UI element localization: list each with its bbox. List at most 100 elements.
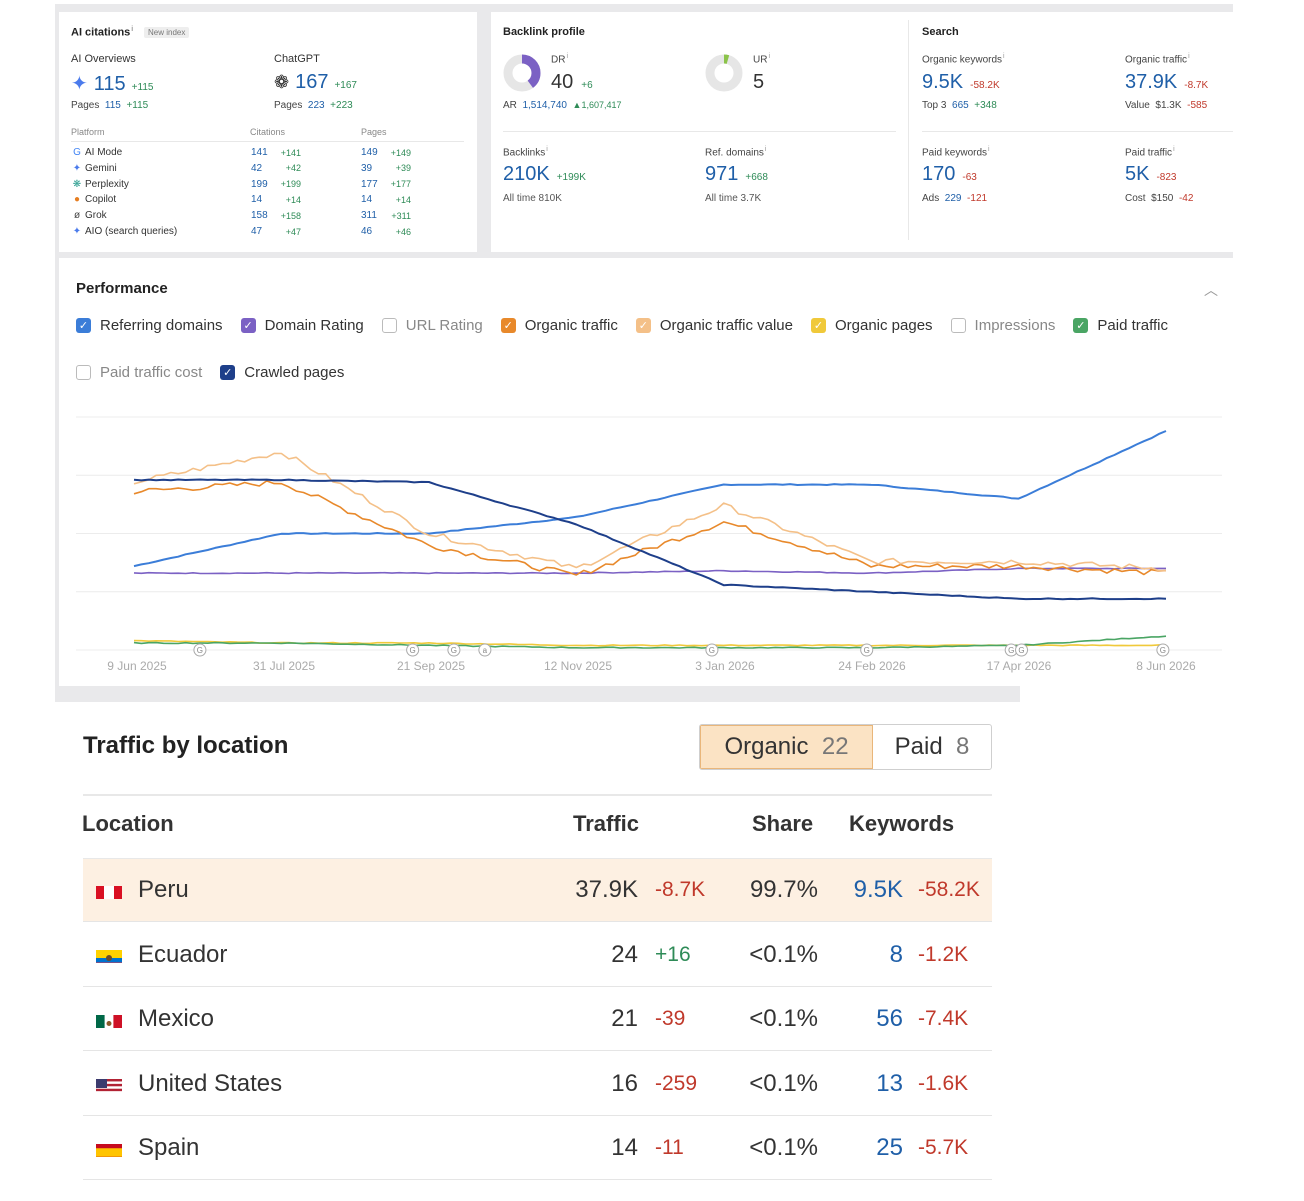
citations-delta: +47	[285, 226, 301, 237]
checkbox-organic-traffic[interactable]: ✓ Organic traffic	[500, 317, 618, 334]
annotation-marker[interactable]: G	[193, 643, 207, 657]
pages-value: 14	[361, 194, 373, 206]
ai-overviews-metric[interactable]: ✦ 115 +115	[71, 71, 153, 96]
bottom-frame	[55, 686, 1020, 702]
checkbox-organic-pages[interactable]: ✓ Organic pages	[810, 317, 933, 334]
traffic-delta: -11	[655, 1136, 684, 1159]
col-platform: Platform	[71, 127, 105, 137]
platform-row[interactable]: ✦ AIO (search queries) 47 +47 46 +46	[71, 224, 471, 239]
tab-paid[interactable]: Paid 8	[894, 733, 970, 760]
dr-metric[interactable]: 40 +6	[551, 71, 593, 94]
tab-organic[interactable]: Organic 22	[700, 725, 873, 769]
ar-row: AR 1,514,740 ▲1,607,417	[503, 100, 622, 111]
organic-keywords-metric[interactable]: 9.5K -58.2K	[922, 71, 1000, 94]
traffic-delta: -39	[655, 1007, 686, 1030]
backlinks-metric[interactable]: 210K +199K	[503, 163, 586, 186]
col-keywords[interactable]: Keywords	[849, 811, 955, 836]
ai-citations-title: AI citationsi	[71, 26, 134, 39]
platform-name: Gemini	[85, 162, 117, 174]
checkbox-crawled-pages[interactable]: ✓ Crawled pages	[220, 364, 344, 381]
share-value: <0.1%	[749, 1005, 818, 1032]
platform-name: Copilot	[85, 194, 117, 206]
ref-domains-metric[interactable]: 971 +668	[705, 163, 768, 186]
paid-traffic-value: 5K	[1125, 163, 1150, 185]
backlinks-delta: +199K	[556, 172, 586, 183]
search-title: Search	[922, 26, 959, 38]
chatgpt-label: ChatGPT	[274, 53, 320, 65]
collapse-chevron-icon[interactable]: ︿	[1204, 282, 1218, 298]
chatgpt-metric[interactable]: ❁ 167 +167	[274, 71, 357, 94]
paid-keywords-value: 170	[922, 163, 956, 185]
left-frame	[55, 4, 59, 254]
share-value: <0.1%	[749, 940, 818, 968]
annotation-marker[interactable]: G	[1015, 643, 1029, 657]
annotation-marker[interactable]: G	[447, 643, 461, 657]
performance-title: Performance	[76, 280, 168, 297]
checkbox-box: ✓	[76, 318, 91, 333]
checkbox-referring-domains[interactable]: ✓ Referring domains	[76, 317, 223, 334]
checkbox-url-rating[interactable]: URL Rating	[381, 317, 483, 334]
checkbox-organic-traffic-value[interactable]: ✓ Organic traffic value	[635, 317, 793, 334]
location-row[interactable]: Mexico 21 -39 <0.1% 56 -7.4K	[83, 988, 992, 1051]
annotation-marker[interactable]: G	[406, 643, 420, 657]
col-location[interactable]: Location	[82, 811, 174, 836]
platform-row[interactable]: ✦ Gemini 42 +42 39 +39	[71, 161, 471, 176]
organic-traffic-metric[interactable]: 37.9K -8.7K	[1125, 71, 1208, 94]
citations-delta: +42	[285, 163, 301, 174]
platform-row[interactable]: ● Copilot 14 +14 14 +14	[71, 192, 471, 207]
checkbox-domain-rating[interactable]: ✓ Domain Rating	[240, 317, 364, 334]
series-line-organic-traffic	[133, 480, 1167, 576]
pages-delta: +311	[391, 210, 411, 221]
keywords-value: 13	[876, 1069, 903, 1097]
platform-row[interactable]: G AI Mode 141 +141 149 +149	[71, 145, 471, 160]
paid-keywords-metric[interactable]: 170 -63	[922, 163, 977, 186]
location-name[interactable]: United States	[138, 1069, 283, 1097]
annotation-marker[interactable]: G	[705, 643, 719, 657]
ai-overviews-pages: Pages 115 +115	[71, 100, 149, 111]
location-row[interactable]: Peru 37.9K -8.7K 99.7% 9.5K -58.2K	[83, 859, 992, 922]
paid-traffic-metric[interactable]: 5K -823	[1125, 163, 1176, 186]
pages-value: 177	[361, 178, 378, 190]
platform-row[interactable]: ø Grok 158 +158 311 +311	[71, 208, 471, 223]
ur-value[interactable]: 5	[753, 71, 765, 93]
ur-label: URi	[753, 53, 771, 66]
location-row[interactable]: United States 16 -259 <0.1% 13 -1.6K	[83, 1053, 992, 1116]
marker-label: G	[864, 646, 870, 655]
checkbox-paid-traffic[interactable]: ✓ Paid traffic	[1073, 317, 1168, 334]
citations-delta: +141	[280, 147, 301, 158]
annotation-marker[interactable]: G	[860, 643, 874, 657]
platform-row[interactable]: ❋ Perplexity 199 +199 177 +177	[71, 177, 471, 192]
peru-flag-icon	[96, 882, 122, 899]
marker-label: G	[709, 646, 715, 655]
organic-keywords-label: Organic keywordsi	[922, 53, 1005, 66]
vertical-divider	[908, 20, 909, 240]
checkbox-paid-traffic-cost[interactable]: Paid traffic cost	[76, 364, 202, 381]
organic-traffic-value: 37.9K	[1125, 71, 1178, 93]
keywords-delta: -1.6K	[918, 1071, 969, 1095]
col-share[interactable]: Share	[752, 811, 814, 836]
checkbox-label: Crawled pages	[244, 364, 345, 381]
marker-circle	[1156, 643, 1170, 657]
traffic-delta: +16	[655, 942, 691, 966]
location-row[interactable]: Spain 14 -11 <0.1% 25 -5.7K	[83, 1117, 992, 1180]
location-name[interactable]: Peru	[138, 876, 189, 903]
dr-label: DRi	[551, 53, 569, 66]
location-name[interactable]: Ecuador	[138, 940, 228, 968]
row-gap	[55, 252, 1233, 258]
ai-overviews-label: AI Overviews	[71, 53, 136, 65]
checkbox-label: Impressions	[974, 317, 1056, 334]
checkbox-box: ✓	[1073, 318, 1089, 333]
divider	[922, 131, 1233, 132]
checkbox-impressions[interactable]: Impressions	[950, 317, 1056, 334]
checkbox-box: ✓	[240, 318, 256, 333]
location-name[interactable]: Spain	[138, 1134, 200, 1161]
x-tick-label: 12 Nov 2025	[544, 659, 612, 673]
citations-value: 199	[251, 178, 268, 190]
pages-delta: +14	[395, 194, 411, 205]
col-traffic[interactable]: Traffic	[573, 811, 640, 836]
share-value: <0.1%	[749, 1134, 818, 1161]
location-name[interactable]: Mexico	[138, 1005, 215, 1032]
location-row[interactable]: Ecuador 24 +16 <0.1% 8 -1.2K	[83, 924, 992, 987]
annotation-marker[interactable]: G	[1156, 643, 1170, 657]
annotation-marker[interactable]: a	[478, 643, 492, 657]
